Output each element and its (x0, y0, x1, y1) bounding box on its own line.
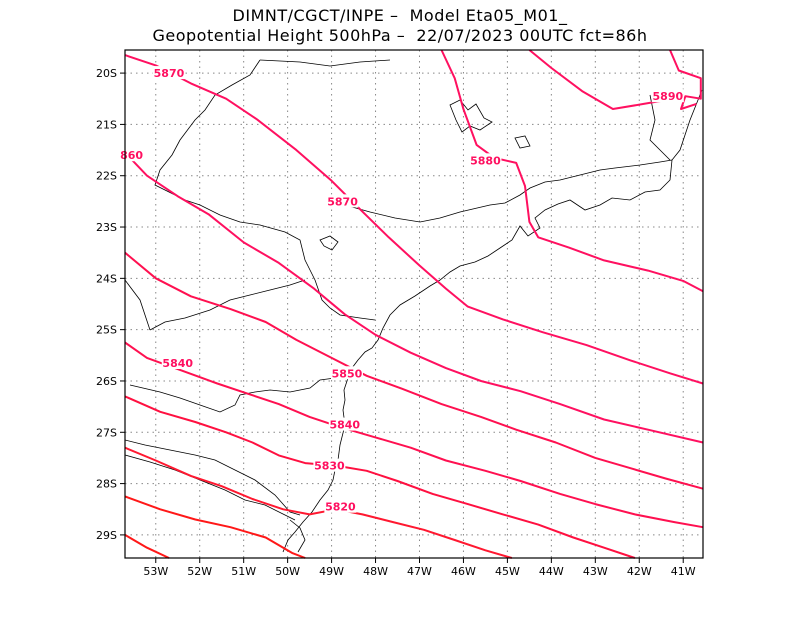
y-tick-label: 20S (96, 67, 117, 80)
x-tick-label: 51W (231, 565, 256, 578)
reservoir-small-2 (514, 135, 531, 149)
x-tick-label: 50W (275, 565, 300, 578)
latitude-ticks: 20S 21S 22S 23S 24S 25S 26S 27S 28S 29S (96, 67, 125, 542)
contour-5840 (124, 341, 704, 529)
x-tick-label: 41W (671, 565, 696, 578)
y-tick-label: 28S (96, 478, 117, 491)
coastline-and-borders (124, 59, 703, 553)
y-tick-label: 24S (96, 272, 117, 285)
x-tick-label: 53W (143, 565, 168, 578)
contour-label: 5830 (314, 460, 345, 473)
contour-lines (124, 49, 704, 559)
border-argentina-rs (124, 454, 296, 521)
y-tick-label: 26S (96, 375, 117, 388)
title-line-1: DIMNT/CGCT/INPE – Model Eta05_M01_ (232, 6, 568, 25)
x-tick-label: 42W (627, 565, 652, 578)
state-border-sp-mg (154, 59, 376, 321)
longitude-ticks: 53W 52W 51W 50W 49W 48W 47W 46W 45W 44W 43W 42W 41W (143, 558, 696, 578)
y-tick-label: 22S (96, 170, 117, 183)
state-border-pr-sc (129, 377, 345, 413)
state-border-pr-north (149, 279, 306, 331)
x-tick-label: 45W (495, 565, 520, 578)
contour-5810 (124, 495, 306, 559)
title-line-2: Geopotential Height 500hPa – 22/07/2023 … (152, 26, 648, 45)
contour-label-bg (328, 417, 361, 431)
contour-label: 860 (120, 149, 143, 162)
contour-5830 (124, 395, 636, 559)
state-border-sc-rs (124, 439, 301, 516)
contour-label: 5820 (325, 501, 356, 514)
contour-5820 (124, 446, 513, 559)
state-border-ms-pr (124, 279, 151, 331)
state-border-mg-sp-east (344, 159, 673, 223)
contour-label-bg (651, 89, 684, 103)
contour-label-bg (324, 499, 357, 513)
x-tick-label: 48W (363, 565, 388, 578)
x-tick-label: 44W (539, 565, 564, 578)
x-tick-label: 52W (187, 565, 212, 578)
reservoir-small-1 (319, 235, 339, 251)
contour-label-bg (469, 153, 502, 167)
contour-5890 (669, 49, 702, 110)
contour-label: 5890 (653, 90, 684, 103)
reservoir-furnas (449, 99, 493, 133)
contour-5870 (124, 54, 704, 385)
contour-5860 (124, 151, 704, 444)
state-border-mg-north (259, 59, 391, 67)
contour-label: 5840 (329, 419, 360, 432)
y-tick-label: 21S (96, 118, 117, 131)
contour-label-bg (330, 366, 363, 380)
x-tick-label: 43W (583, 565, 608, 578)
x-tick-label: 46W (451, 565, 476, 578)
contour-label: 5880 (470, 154, 501, 167)
contour-label: 5850 (332, 367, 363, 380)
contour-label: 5870 (327, 195, 358, 208)
contour-label-bg (313, 458, 346, 472)
contour-5800 (124, 534, 170, 559)
contour-label: 5870 (154, 67, 185, 80)
contour-labels: 5870 5890 5880 860 5870 5850 5840 5840 5830 5820 (119, 66, 684, 514)
map-frame (124, 49, 704, 559)
x-tick-label: 49W (319, 565, 344, 578)
x-tick-label: 47W (407, 565, 432, 578)
contour-label-bg (161, 356, 194, 370)
contour-label-bg (152, 66, 185, 80)
contour-5890 (528, 49, 675, 110)
contour-5880 (440, 49, 704, 293)
y-tick-label: 29S (96, 529, 117, 542)
contour-label: 5840 (162, 357, 193, 370)
coast-lagoon-rs (289, 519, 306, 553)
y-tick-label: 27S (96, 426, 117, 439)
y-tick-label: 23S (96, 221, 117, 234)
y-tick-label: 25S (96, 324, 117, 337)
contour-label-bg (326, 194, 359, 208)
state-border-mg-es (649, 94, 671, 161)
contour-5850 (124, 251, 704, 490)
